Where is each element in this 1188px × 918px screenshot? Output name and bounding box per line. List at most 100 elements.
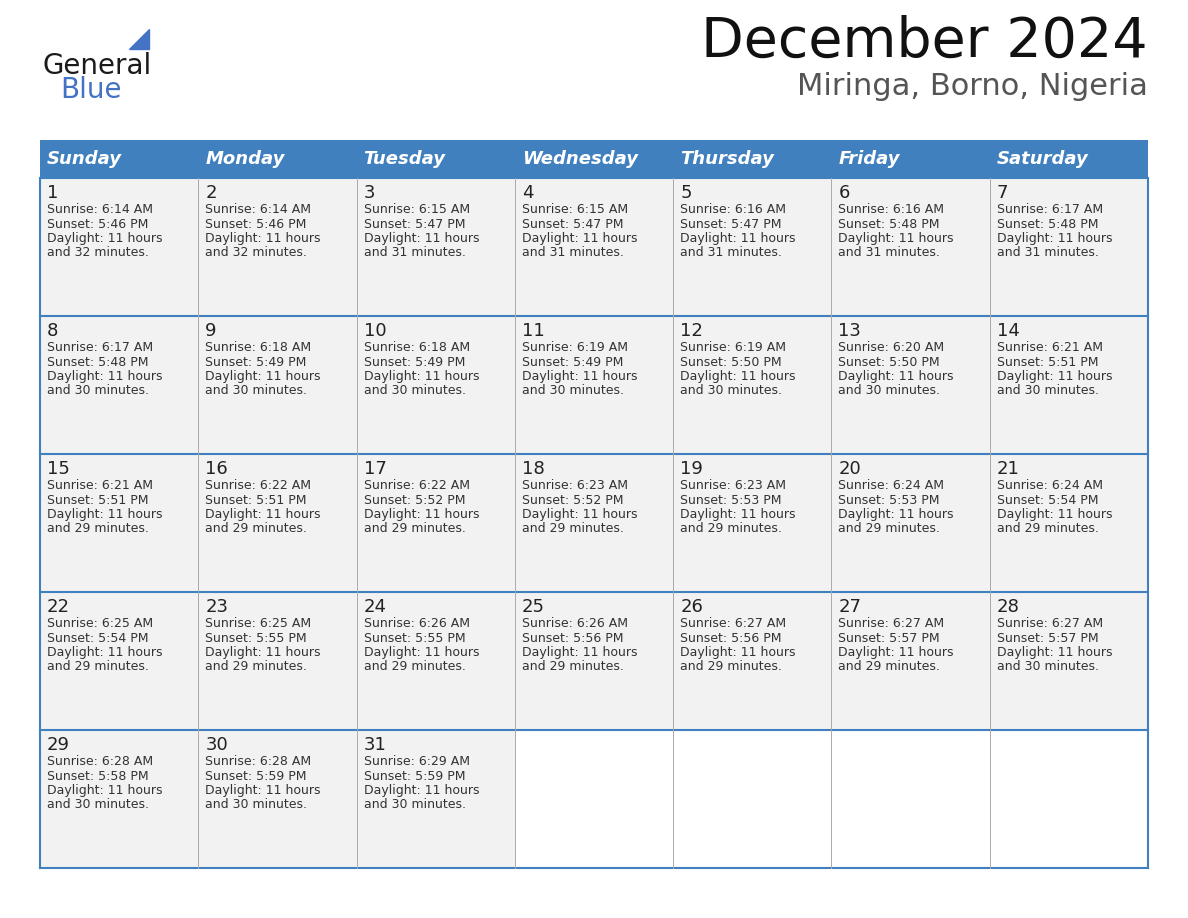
Text: and 29 minutes.: and 29 minutes. bbox=[839, 522, 941, 535]
Text: Sunset: 5:52 PM: Sunset: 5:52 PM bbox=[364, 494, 465, 507]
Text: Daylight: 11 hours: Daylight: 11 hours bbox=[681, 370, 796, 383]
Text: Wednesday: Wednesday bbox=[522, 150, 638, 168]
Text: and 31 minutes.: and 31 minutes. bbox=[839, 247, 941, 260]
Bar bbox=[990, 730, 1148, 868]
Text: Sunrise: 6:27 AM: Sunrise: 6:27 AM bbox=[681, 617, 786, 630]
Text: Sunrise: 6:14 AM: Sunrise: 6:14 AM bbox=[206, 203, 311, 216]
Text: Sunset: 5:48 PM: Sunset: 5:48 PM bbox=[839, 218, 940, 230]
Text: Daylight: 11 hours: Daylight: 11 hours bbox=[522, 370, 637, 383]
Text: Sunset: 5:52 PM: Sunset: 5:52 PM bbox=[522, 494, 624, 507]
Text: Sunset: 5:50 PM: Sunset: 5:50 PM bbox=[681, 355, 782, 368]
Text: Sunset: 5:46 PM: Sunset: 5:46 PM bbox=[206, 218, 307, 230]
Text: and 29 minutes.: and 29 minutes. bbox=[364, 522, 466, 535]
Text: and 30 minutes.: and 30 minutes. bbox=[839, 385, 941, 397]
Text: Sunset: 5:51 PM: Sunset: 5:51 PM bbox=[997, 355, 1098, 368]
Text: Sunrise: 6:25 AM: Sunrise: 6:25 AM bbox=[48, 617, 153, 630]
Text: and 29 minutes.: and 29 minutes. bbox=[997, 522, 1099, 535]
Text: and 29 minutes.: and 29 minutes. bbox=[839, 660, 941, 674]
Text: Daylight: 11 hours: Daylight: 11 hours bbox=[48, 370, 163, 383]
Bar bbox=[40, 140, 198, 178]
Text: and 31 minutes.: and 31 minutes. bbox=[681, 247, 782, 260]
Bar bbox=[198, 592, 356, 730]
Bar bbox=[40, 178, 198, 316]
Bar bbox=[832, 178, 990, 316]
Text: Sunrise: 6:27 AM: Sunrise: 6:27 AM bbox=[839, 617, 944, 630]
Bar bbox=[198, 140, 356, 178]
Bar bbox=[40, 454, 198, 592]
Bar bbox=[198, 178, 356, 316]
Text: Daylight: 11 hours: Daylight: 11 hours bbox=[997, 370, 1112, 383]
Text: Sunset: 5:57 PM: Sunset: 5:57 PM bbox=[997, 632, 1099, 644]
Bar bbox=[674, 454, 832, 592]
Text: 5: 5 bbox=[681, 184, 691, 202]
Text: 18: 18 bbox=[522, 460, 544, 478]
Text: Sunrise: 6:22 AM: Sunrise: 6:22 AM bbox=[206, 479, 311, 492]
Text: 21: 21 bbox=[997, 460, 1019, 478]
Bar bbox=[514, 454, 674, 592]
Text: 9: 9 bbox=[206, 322, 216, 340]
Text: Sunrise: 6:24 AM: Sunrise: 6:24 AM bbox=[997, 479, 1102, 492]
Text: December 2024: December 2024 bbox=[701, 15, 1148, 69]
Text: and 29 minutes.: and 29 minutes. bbox=[206, 522, 308, 535]
Text: and 31 minutes.: and 31 minutes. bbox=[364, 247, 466, 260]
Text: and 29 minutes.: and 29 minutes. bbox=[681, 660, 782, 674]
Text: Sunrise: 6:25 AM: Sunrise: 6:25 AM bbox=[206, 617, 311, 630]
Text: Sunset: 5:46 PM: Sunset: 5:46 PM bbox=[48, 218, 148, 230]
Bar bbox=[198, 454, 356, 592]
Text: Daylight: 11 hours: Daylight: 11 hours bbox=[364, 370, 479, 383]
Text: Thursday: Thursday bbox=[681, 150, 775, 168]
Bar bbox=[674, 140, 832, 178]
Text: 6: 6 bbox=[839, 184, 849, 202]
Text: and 29 minutes.: and 29 minutes. bbox=[364, 660, 466, 674]
Text: and 29 minutes.: and 29 minutes. bbox=[522, 522, 624, 535]
Text: and 29 minutes.: and 29 minutes. bbox=[48, 660, 148, 674]
Bar bbox=[990, 316, 1148, 454]
Text: Sunset: 5:59 PM: Sunset: 5:59 PM bbox=[364, 769, 465, 782]
Text: Monday: Monday bbox=[206, 150, 285, 168]
Text: 27: 27 bbox=[839, 598, 861, 616]
Bar bbox=[356, 730, 514, 868]
Bar bbox=[514, 730, 674, 868]
Text: 12: 12 bbox=[681, 322, 703, 340]
Text: and 30 minutes.: and 30 minutes. bbox=[48, 385, 148, 397]
Text: 16: 16 bbox=[206, 460, 228, 478]
Text: Sunset: 5:56 PM: Sunset: 5:56 PM bbox=[681, 632, 782, 644]
Text: and 30 minutes.: and 30 minutes. bbox=[48, 799, 148, 812]
Text: Sunrise: 6:17 AM: Sunrise: 6:17 AM bbox=[997, 203, 1102, 216]
Text: Sunset: 5:59 PM: Sunset: 5:59 PM bbox=[206, 769, 307, 782]
Text: 22: 22 bbox=[48, 598, 70, 616]
Text: and 30 minutes.: and 30 minutes. bbox=[206, 799, 308, 812]
Text: Daylight: 11 hours: Daylight: 11 hours bbox=[839, 232, 954, 245]
Bar bbox=[674, 178, 832, 316]
Text: Daylight: 11 hours: Daylight: 11 hours bbox=[522, 232, 637, 245]
Polygon shape bbox=[129, 29, 148, 49]
Text: Saturday: Saturday bbox=[997, 150, 1088, 168]
Text: Daylight: 11 hours: Daylight: 11 hours bbox=[681, 232, 796, 245]
Text: Sunset: 5:51 PM: Sunset: 5:51 PM bbox=[48, 494, 148, 507]
Text: Daylight: 11 hours: Daylight: 11 hours bbox=[997, 508, 1112, 521]
Text: Sunset: 5:53 PM: Sunset: 5:53 PM bbox=[681, 494, 782, 507]
Text: Sunrise: 6:16 AM: Sunrise: 6:16 AM bbox=[839, 203, 944, 216]
Bar bbox=[832, 454, 990, 592]
Text: Sunset: 5:49 PM: Sunset: 5:49 PM bbox=[522, 355, 624, 368]
Text: Sunrise: 6:21 AM: Sunrise: 6:21 AM bbox=[48, 479, 153, 492]
Text: Sunrise: 6:15 AM: Sunrise: 6:15 AM bbox=[364, 203, 469, 216]
Text: and 31 minutes.: and 31 minutes. bbox=[997, 247, 1099, 260]
Text: Sunset: 5:48 PM: Sunset: 5:48 PM bbox=[997, 218, 1098, 230]
Text: Sunrise: 6:26 AM: Sunrise: 6:26 AM bbox=[364, 617, 469, 630]
Text: 25: 25 bbox=[522, 598, 545, 616]
Text: Sunset: 5:47 PM: Sunset: 5:47 PM bbox=[364, 218, 465, 230]
Bar bbox=[832, 140, 990, 178]
Text: 26: 26 bbox=[681, 598, 703, 616]
Bar bbox=[990, 592, 1148, 730]
Text: 8: 8 bbox=[48, 322, 58, 340]
Text: Sunday: Sunday bbox=[48, 150, 122, 168]
Text: Daylight: 11 hours: Daylight: 11 hours bbox=[839, 646, 954, 659]
Text: Sunrise: 6:29 AM: Sunrise: 6:29 AM bbox=[364, 755, 469, 768]
Text: Sunrise: 6:19 AM: Sunrise: 6:19 AM bbox=[681, 341, 786, 354]
Text: Sunrise: 6:15 AM: Sunrise: 6:15 AM bbox=[522, 203, 628, 216]
Bar bbox=[40, 316, 198, 454]
Text: Sunrise: 6:26 AM: Sunrise: 6:26 AM bbox=[522, 617, 627, 630]
Bar bbox=[40, 730, 198, 868]
Text: 19: 19 bbox=[681, 460, 703, 478]
